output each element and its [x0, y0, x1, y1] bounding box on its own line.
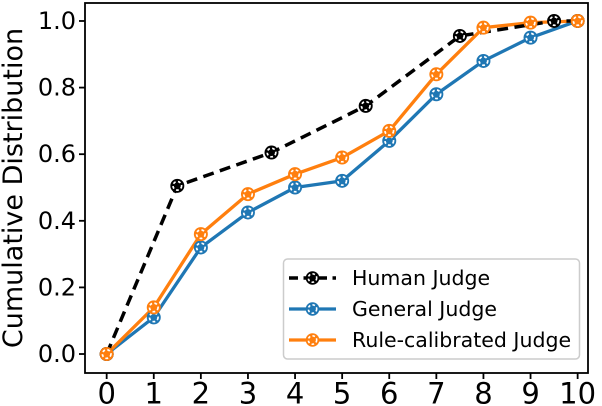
y-tick-label-1.0: 1.0 — [38, 7, 76, 35]
y-tick-label-0.6: 0.6 — [38, 140, 76, 168]
x-tick-label-6: 6 — [380, 377, 398, 406]
legend-item-human-judge: Human Judge — [289, 266, 490, 290]
data-point-ring — [454, 30, 466, 42]
legend-label-rule-calibrated-judge: Rule-calibrated Judge — [352, 328, 571, 352]
data-point-ring — [572, 15, 583, 27]
data-point-ring — [548, 15, 560, 27]
legend-item-general-judge: General Judge — [289, 297, 497, 321]
data-point-ring — [360, 100, 371, 112]
x-tick-label-1: 1 — [145, 377, 163, 406]
data-point-ring — [148, 312, 159, 323]
legend-swatch-ring — [307, 303, 318, 314]
data-point-ring — [431, 69, 442, 80]
series-markers-rule-calibrated-judge — [99, 13, 585, 362]
plot-border — [84, 2, 589, 374]
data-point-ring — [242, 207, 254, 218]
y-tick-label-0.4: 0.4 — [38, 207, 76, 235]
y-tick-label-0.8: 0.8 — [38, 74, 76, 102]
legend-swatch-ring — [307, 334, 318, 345]
data-point-ring — [195, 228, 207, 240]
data-point-ring — [172, 180, 183, 191]
x-tick-label-8: 8 — [474, 377, 492, 406]
data-point-ring — [337, 152, 348, 163]
data-point-ring — [525, 17, 536, 28]
legend-label-general-judge: General Judge — [352, 297, 497, 321]
data-point-ring — [337, 175, 348, 186]
data-point-ring — [289, 169, 301, 180]
data-point-ring — [478, 55, 489, 67]
data-point-ring — [289, 182, 301, 193]
x-tick-label-4: 4 — [286, 377, 304, 406]
y-axis-label: Cumulative Distribution — [0, 28, 29, 348]
data-point-ring — [101, 348, 112, 360]
data-point-ring — [242, 189, 254, 200]
data-point-ring — [384, 135, 395, 147]
data-point-ring — [195, 242, 207, 253]
data-point-ring — [525, 32, 536, 43]
y-tick-label-0.2: 0.2 — [38, 273, 76, 301]
legend-item-rule-calibrated-judge: Rule-calibrated Judge — [289, 328, 571, 352]
x-tick-label-3: 3 — [239, 377, 257, 406]
x-tick-label-10: 10 — [559, 377, 596, 406]
legend-label-human-judge: Human Judge — [352, 266, 490, 290]
x-tick-label-2: 2 — [192, 377, 210, 406]
legend-box — [282, 258, 581, 360]
data-point-ring — [431, 89, 442, 100]
x-tick-label-9: 9 — [521, 377, 539, 406]
data-point-ring — [478, 22, 489, 33]
y-axis: 0.0 0.2 0.4 0.6 0.8 1.0 — [38, 7, 85, 368]
x-tick-label-5: 5 — [333, 377, 351, 406]
x-tick-label-7: 7 — [427, 377, 445, 406]
x-tick-label-0: 0 — [97, 377, 115, 406]
data-point-ring — [148, 302, 159, 313]
legend: Human Judge General Judge Rule-calibrated … — [282, 258, 581, 360]
data-point-ring — [384, 125, 395, 137]
legend-swatch-ring — [307, 272, 318, 283]
x-axis: 0 1 2 3 4 5 6 7 8 9 10 — [97, 373, 596, 406]
data-point-ring — [266, 147, 277, 158]
y-tick-label-0.0: 0.0 — [38, 340, 76, 368]
